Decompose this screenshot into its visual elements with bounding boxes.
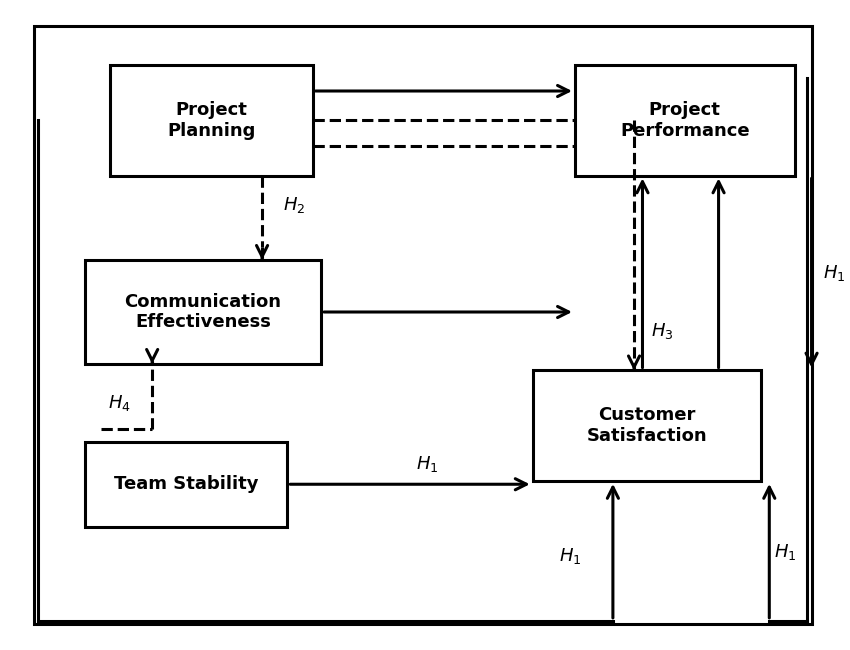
Text: $H_1$: $H_1$ xyxy=(559,545,582,566)
FancyBboxPatch shape xyxy=(575,65,795,176)
Text: $H_1$: $H_1$ xyxy=(416,454,438,474)
Text: Project
Performance: Project Performance xyxy=(620,101,750,140)
Text: $H_1$: $H_1$ xyxy=(823,263,845,283)
Text: Team Stability: Team Stability xyxy=(114,475,258,493)
FancyBboxPatch shape xyxy=(34,26,812,624)
Text: $H_4$: $H_4$ xyxy=(108,393,131,413)
Text: Customer
Satisfaction: Customer Satisfaction xyxy=(586,406,707,445)
Text: Project
Planning: Project Planning xyxy=(167,101,256,140)
FancyBboxPatch shape xyxy=(84,260,321,364)
Text: $H_1$: $H_1$ xyxy=(774,543,796,562)
FancyBboxPatch shape xyxy=(533,370,761,481)
Text: $H_2$: $H_2$ xyxy=(283,195,305,215)
FancyBboxPatch shape xyxy=(110,65,313,176)
Text: Communication
Effectiveness: Communication Effectiveness xyxy=(124,292,281,332)
FancyBboxPatch shape xyxy=(84,442,287,526)
Text: $H_3$: $H_3$ xyxy=(651,322,673,341)
